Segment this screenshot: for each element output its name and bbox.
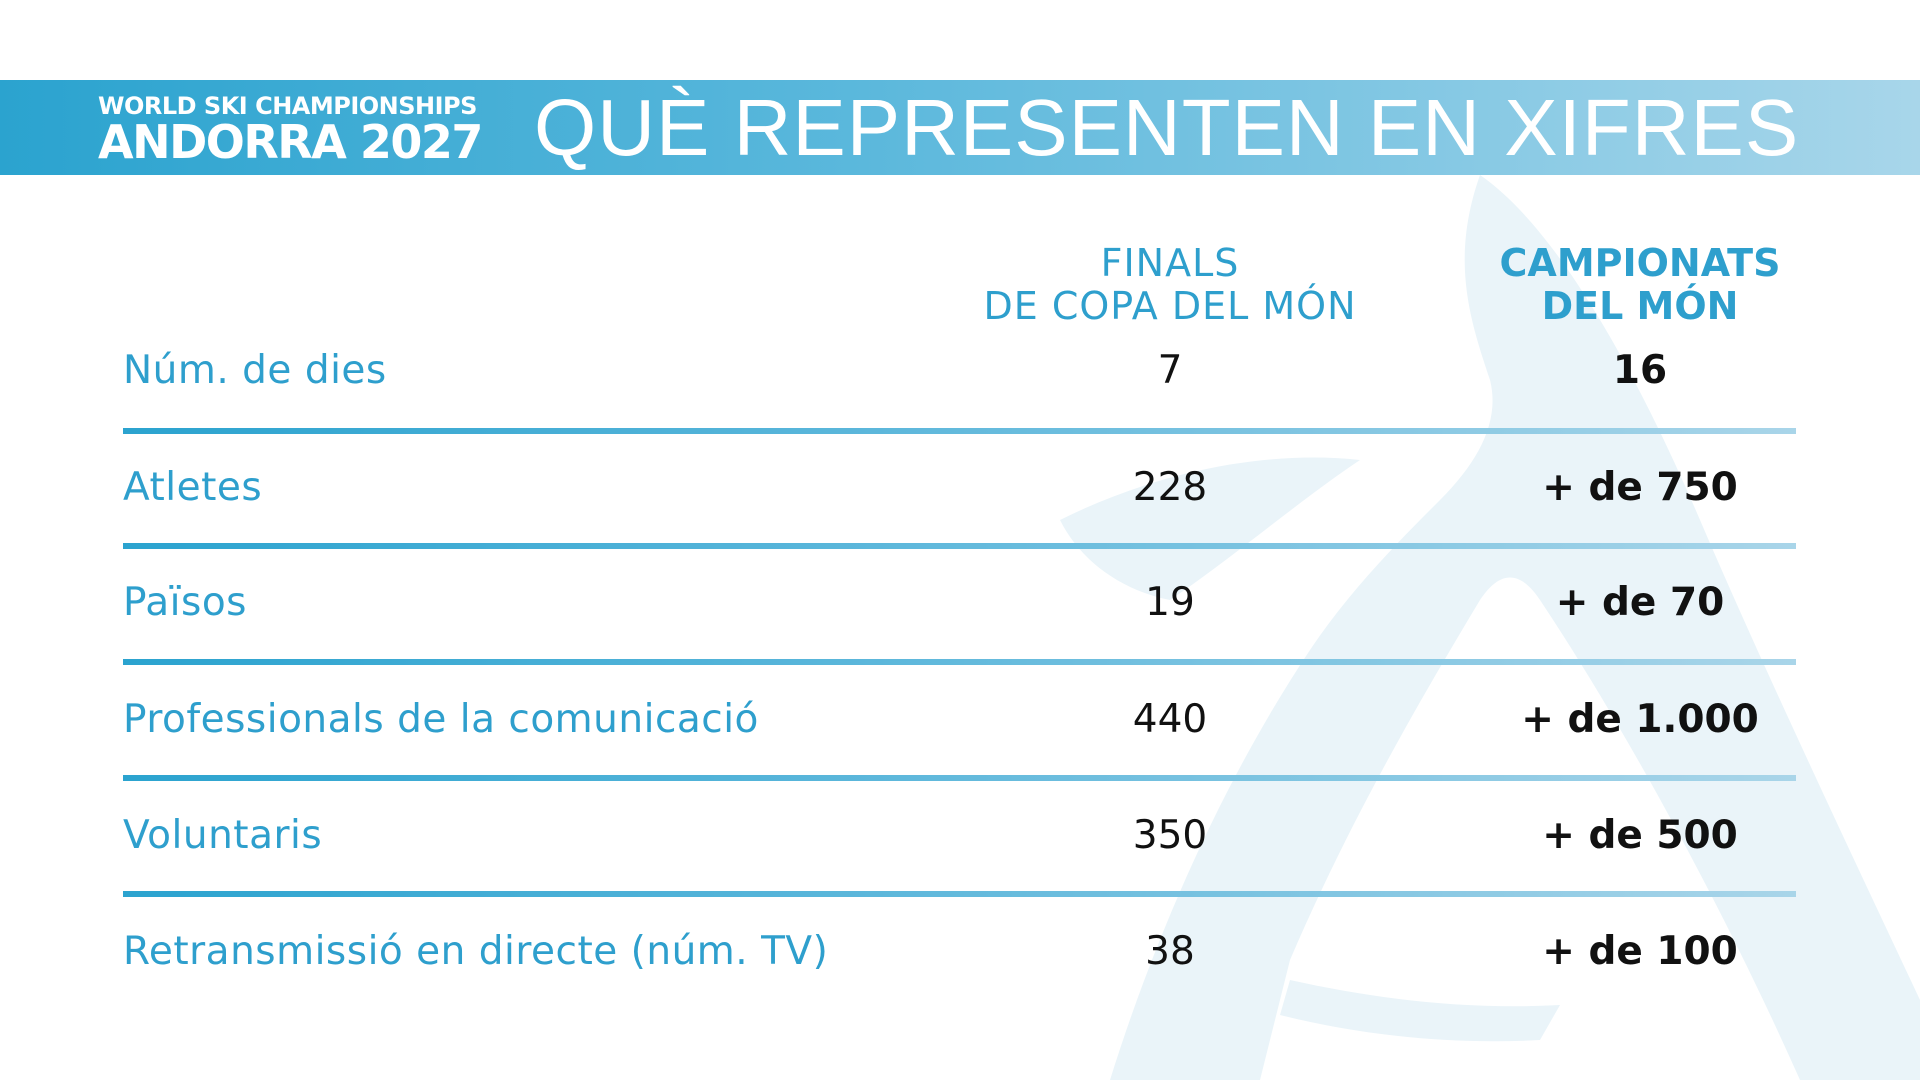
row-label: Països: [123, 580, 247, 625]
value-finals: 7: [1157, 348, 1183, 393]
value-campionats: + de 1.000: [1521, 697, 1759, 742]
page-title: QUÈ REPRESENTEN EN XIFRES: [534, 83, 1800, 172]
value-campionats: + de 70: [1555, 580, 1725, 625]
value-finals: 350: [1132, 813, 1208, 858]
value-campionats: + de 750: [1542, 465, 1738, 510]
event-logo: WORLD SKI CHAMPIONSHIPS ANDORRA 2027: [98, 92, 483, 169]
row-divider: [123, 891, 1796, 897]
row-divider: [123, 775, 1796, 781]
value-campionats: 16: [1612, 348, 1668, 393]
brand-line-1: WORLD SKI CHAMPIONSHIPS: [98, 92, 477, 120]
row-divider: [123, 659, 1796, 665]
value-campionats: + de 100: [1542, 929, 1738, 974]
column-header-campionats: CAMPIONATS DEL MÓN: [1499, 241, 1781, 328]
row-label: Núm. de dies: [123, 348, 387, 393]
column-header-finals: FINALS DE COPA DEL MÓN: [983, 241, 1357, 328]
table-row: Països 19 + de 70: [0, 573, 1920, 633]
table-row: Atletes 228 + de 750: [0, 458, 1920, 518]
table-row: Núm. de dies 7 16: [0, 341, 1920, 401]
title-banner: [0, 80, 1920, 175]
row-label: Atletes: [123, 465, 263, 510]
row-label: Voluntaris: [123, 813, 323, 858]
value-campionats: + de 500: [1542, 813, 1738, 858]
table-row: Professionals de la comunicació 440 + de…: [0, 690, 1920, 750]
table-row: Retransmissió en directe (núm. TV) 38 + …: [0, 922, 1920, 982]
row-label: Professionals de la comunicació: [123, 697, 759, 742]
value-finals: 228: [1132, 465, 1208, 510]
row-label: Retransmissió en directe (núm. TV): [123, 929, 829, 974]
row-divider: [123, 428, 1796, 434]
row-divider: [123, 543, 1796, 549]
value-finals: 440: [1132, 697, 1208, 742]
table-row: Voluntaris 350 + de 500: [0, 806, 1920, 866]
brand-line-2: ANDORRA 2027: [98, 115, 483, 169]
value-finals: 38: [1145, 929, 1195, 974]
value-finals: 19: [1145, 580, 1195, 625]
